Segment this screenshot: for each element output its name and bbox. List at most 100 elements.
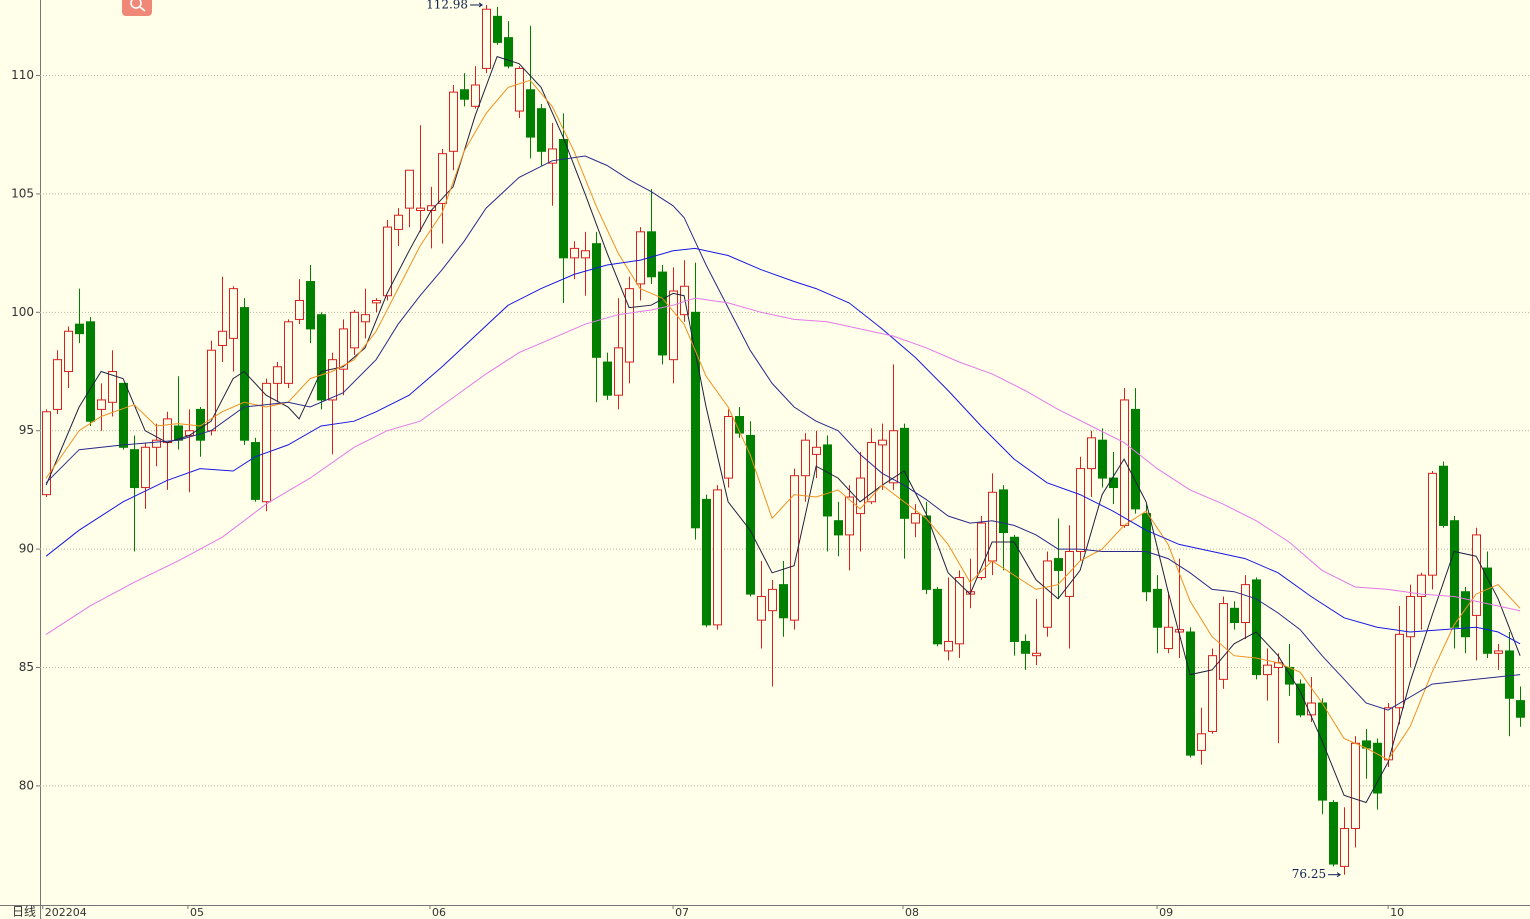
candle-body	[834, 520, 843, 536]
x-tick-label: 07	[675, 906, 689, 919]
candle-body	[702, 498, 711, 626]
candle-body	[1263, 664, 1272, 676]
candle-body	[306, 281, 315, 330]
candle-body	[295, 299, 304, 320]
x-tick-label: 06	[432, 906, 446, 919]
candle-body	[999, 489, 1008, 534]
candle-body	[416, 207, 425, 212]
candle-body	[1208, 655, 1217, 732]
candle-body	[1516, 700, 1525, 718]
candle-body	[1296, 683, 1305, 716]
candle-body	[1098, 439, 1107, 479]
candle-body	[658, 271, 667, 356]
y-tick-label: 105	[11, 186, 34, 200]
annotation-label: 112.98	[426, 0, 468, 11]
candle-body	[559, 138, 568, 259]
candle-body	[394, 214, 403, 230]
x-tick-label: 09	[1159, 906, 1173, 919]
candle-body	[130, 449, 139, 489]
candle-body	[900, 427, 909, 519]
candle-body	[988, 491, 997, 562]
annotation-arrowhead	[478, 2, 483, 8]
candle-body	[328, 359, 337, 401]
candle-body	[273, 366, 282, 384]
candle-body	[317, 314, 326, 401]
candle-body	[438, 153, 447, 204]
candle-body	[1241, 584, 1250, 624]
moving-average-line	[45, 247, 1521, 645]
candle-body	[944, 640, 953, 652]
candle-body	[1021, 640, 1030, 654]
candle-body	[1428, 472, 1437, 576]
candle-body	[768, 588, 777, 612]
candle-body	[1076, 468, 1085, 552]
candle-body	[482, 8, 491, 69]
y-tick-label: 85	[19, 660, 34, 674]
period-label: 日线	[12, 905, 36, 919]
x-tick-label: 05	[190, 906, 204, 919]
candle-body	[493, 15, 502, 43]
candle-body	[812, 446, 821, 455]
candle-body	[1164, 626, 1173, 650]
candle-body	[1186, 631, 1195, 756]
candle-body	[1032, 652, 1041, 657]
candle-body	[405, 169, 414, 209]
candle-body	[471, 84, 480, 107]
candle-body	[339, 328, 348, 370]
candle-body	[1505, 650, 1514, 699]
candle-body	[1219, 603, 1228, 680]
y-tick-label: 100	[11, 305, 34, 319]
candle-body	[614, 347, 623, 396]
candle-body	[757, 595, 766, 621]
candle-body	[119, 382, 128, 448]
candle-body	[603, 361, 612, 396]
candle-body	[372, 299, 381, 304]
candle-body	[823, 444, 832, 517]
x-tick-label: 10	[1390, 906, 1404, 919]
candle-body	[647, 231, 656, 278]
candle-body	[537, 108, 546, 152]
candle-body	[1109, 477, 1118, 489]
candle-body	[1494, 650, 1503, 654]
candle-body	[746, 434, 755, 595]
candle-body	[1340, 828, 1349, 867]
x-tick-label: 202204	[45, 906, 87, 919]
candle-body	[284, 321, 293, 384]
candle-body	[1439, 465, 1448, 526]
y-tick-label: 90	[19, 542, 34, 556]
candle-body	[526, 89, 535, 138]
candle-body	[592, 243, 601, 358]
candle-body	[1054, 558, 1063, 571]
candle-body	[955, 577, 964, 645]
candle-body	[735, 416, 744, 434]
search-button[interactable]	[122, 0, 152, 16]
candle-body	[86, 321, 95, 422]
search-icon-handle	[139, 6, 146, 12]
moving-average-line	[45, 55, 1521, 804]
candle-body	[1351, 742, 1360, 830]
candle-body	[889, 430, 898, 484]
candle-body	[196, 408, 205, 441]
candle-body	[108, 371, 117, 403]
candle-body	[1197, 733, 1206, 751]
candle-body	[229, 288, 238, 339]
candle-body	[141, 446, 150, 489]
x-tick-label: 08	[905, 906, 919, 919]
candle-body	[1472, 534, 1481, 616]
y-tick-label: 110	[11, 68, 34, 82]
candle-body	[262, 382, 271, 503]
moving-average-line	[45, 155, 1521, 711]
candle-body	[152, 439, 161, 448]
candle-body	[581, 250, 590, 259]
candle-body	[1373, 742, 1382, 794]
candle-body	[977, 522, 986, 579]
candle-body	[504, 37, 513, 67]
candle-body	[856, 477, 865, 515]
y-tick-label: 95	[19, 423, 34, 437]
y-tick-label: 80	[19, 778, 34, 792]
candle-body	[1483, 567, 1492, 654]
candle-body	[691, 311, 700, 529]
